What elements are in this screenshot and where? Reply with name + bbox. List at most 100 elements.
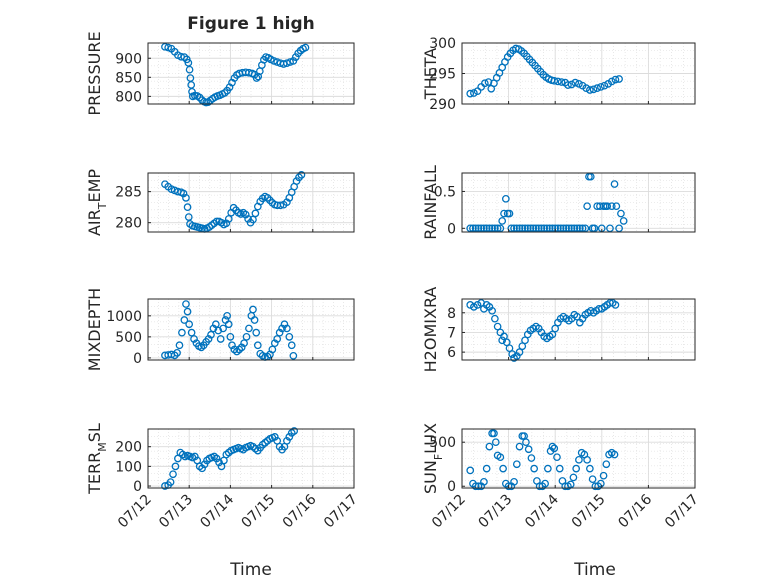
data-point [500,209,508,218]
data-point [480,79,489,88]
data-point [169,470,177,479]
data-point [228,341,236,350]
data-point [237,343,246,352]
data-point [482,464,491,473]
data-point [226,333,235,341]
data-point [275,328,284,337]
y-tick-label: 0 [447,479,456,495]
data-point [615,75,623,83]
data-point [569,473,578,482]
x-tick-label: 07/13 [476,492,516,532]
y-tick-label: 300 [429,36,456,52]
data-point [557,78,566,86]
data-point [510,477,518,486]
data-point [254,72,263,81]
data-point [488,306,496,315]
data-point [198,464,206,473]
data-point [253,341,262,350]
data-point [289,351,298,360]
y-tick-label: 1000 [106,309,142,325]
data-point [480,477,488,486]
data-point [216,335,225,343]
y-tick-label: 290 [429,97,456,113]
data-point [564,81,572,89]
axes-box [461,42,696,105]
y-axis-label: MIXDEPTH [85,288,104,371]
data-point [242,333,251,341]
data-point [553,453,561,462]
data-point [285,333,294,341]
data-point [283,324,291,333]
x-tick-label: 07/16 [280,491,320,531]
data-point [474,482,483,491]
x-tick-label: 07/12 [115,492,155,532]
data-point [575,455,583,464]
data-point [249,215,257,224]
data-point [466,466,475,475]
data-point [470,303,478,311]
data-point [505,209,514,218]
data-point [491,314,499,323]
y-tick-label: 285 [115,185,142,201]
y-tick-label: 280 [115,216,142,232]
data-point [204,335,213,343]
data-point [285,433,294,441]
data-point [200,460,209,469]
data-point [276,201,285,210]
data-point [599,471,608,480]
data-point [593,84,602,92]
y-tick-label: 8 [447,306,456,322]
data-point [485,442,494,451]
y-tick-label: 0 [133,479,142,495]
data-point [589,85,598,94]
data-point [583,455,591,464]
data-point [571,78,580,87]
data-point [273,335,282,343]
data-point [550,76,559,85]
data-point [291,53,300,61]
data-point [252,74,261,82]
data-point [508,350,517,358]
data-point [278,324,286,333]
y-axis-label: SUNFLUX [421,423,445,494]
data-point [268,345,277,354]
data-point [498,336,507,345]
data-point [550,444,559,453]
data-point [287,341,296,350]
data-point [184,58,193,67]
data-point [180,53,189,61]
data-point [220,89,229,97]
x-tick-label: 07/17 [321,492,361,532]
data-point [297,171,306,179]
data-point [212,454,221,463]
data-point [180,316,189,324]
x-tick-label: 07/16 [615,491,655,531]
data-point [610,180,619,188]
data-point [527,454,536,462]
y-tick-label: 6 [447,345,456,361]
data-point [224,320,233,329]
x-tick-label: 07/15 [239,492,279,532]
data-point [484,78,493,86]
data-point [215,458,223,467]
data-point [610,450,619,459]
data-point [600,81,609,90]
y-axis-label: THETA [421,48,440,100]
axes-box [147,42,355,105]
panel-pressure: 800 850 900 PRESSURE [85,31,355,116]
y-tick-label: 800 [115,89,142,105]
data-point [171,462,180,471]
data-point [283,436,291,445]
axes-box [147,298,355,361]
y-tick-label: 0 [133,351,142,367]
data-point [466,89,475,98]
data-point [544,464,552,473]
data-point [498,217,507,225]
data-point [567,80,576,89]
y-tick-label: 0.5 [434,184,456,200]
data-point [185,65,194,74]
data-point [504,482,513,491]
